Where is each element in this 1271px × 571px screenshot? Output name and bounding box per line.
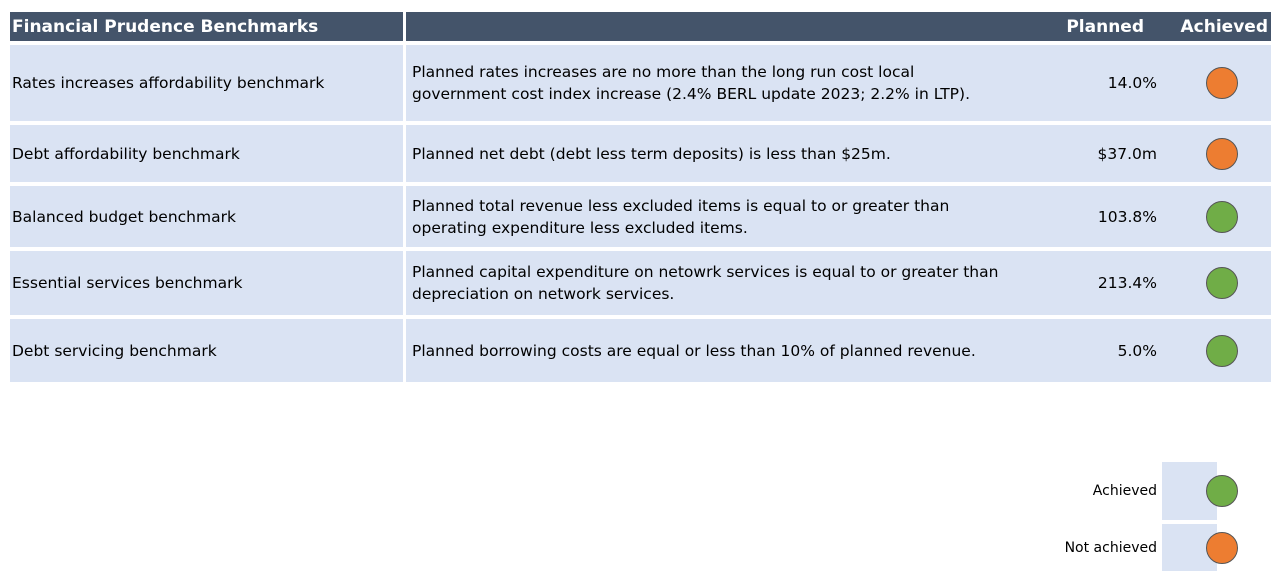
header-planned: Planned xyxy=(1040,12,1144,41)
benchmark-cell: Debt affordability benchmark xyxy=(10,125,403,182)
benchmark-cell: Balanced budget benchmark xyxy=(10,186,403,247)
status-dot xyxy=(1206,267,1238,299)
planned-value: 213.4% xyxy=(1097,274,1157,292)
legend-dot xyxy=(1206,475,1238,507)
description-cell: Planned capital expenditure on netowrk s… xyxy=(406,251,1271,315)
status-dot xyxy=(1206,334,1238,367)
planned-value: 14.0% xyxy=(1107,74,1157,92)
benchmark-cell: Rates increases affordability benchmark xyxy=(10,45,403,121)
planned-value: 103.8% xyxy=(1097,207,1157,226)
benchmark-cell: Debt servicing benchmark xyxy=(10,319,403,382)
planned-value: 5.0% xyxy=(1117,341,1157,360)
status-dot xyxy=(1206,137,1238,170)
status-dot xyxy=(1206,67,1238,99)
legend-label: Not achieved xyxy=(1064,539,1157,556)
benchmark-cell: Essential services benchmark xyxy=(10,251,403,315)
description-cell: Planned total revenue less excluded item… xyxy=(406,186,1271,247)
legend-label: Achieved xyxy=(1092,483,1157,499)
status-dot xyxy=(1206,200,1238,233)
header-title: Financial Prudence Benchmarks xyxy=(10,12,403,41)
planned-value: $37.0m xyxy=(1097,144,1157,163)
description-cell: Planned rates increases are no more than… xyxy=(406,45,1271,121)
description-cell: Planned borrowing costs are equal or les… xyxy=(406,319,1271,382)
legend-dot xyxy=(1206,531,1238,564)
header-achieved: Achieved xyxy=(1166,12,1271,41)
description-cell: Planned net debt (debt less term deposit… xyxy=(406,125,1271,182)
